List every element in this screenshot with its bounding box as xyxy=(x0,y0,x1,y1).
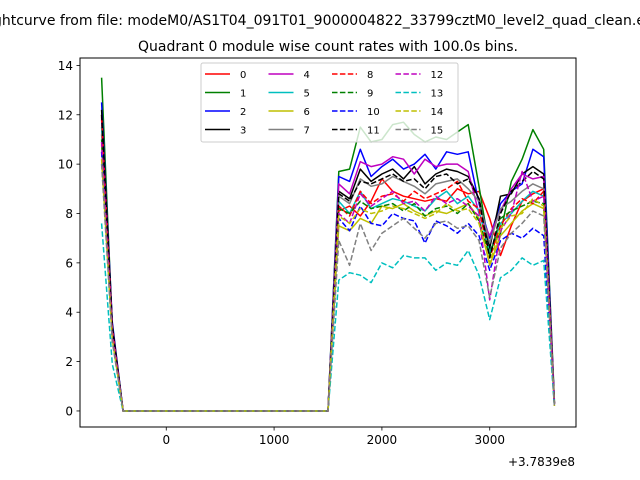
plot-area xyxy=(100,77,556,412)
legend-label-0: 0 xyxy=(240,70,246,81)
series-line-13 xyxy=(100,223,556,412)
legend-label-5: 5 xyxy=(304,89,310,100)
y-tick-label: 2 xyxy=(65,355,73,369)
x-tick-label: 2000 xyxy=(367,433,398,447)
y-tick-label: 0 xyxy=(65,404,73,418)
x-tick-label: 3000 xyxy=(474,433,505,447)
legend-label-13: 13 xyxy=(431,89,444,100)
legend-label-1: 1 xyxy=(240,89,246,100)
legend-label-7: 7 xyxy=(304,126,310,137)
legend-label-14: 14 xyxy=(431,107,444,118)
y-tick-label: 10 xyxy=(58,158,73,172)
y-axis: 0 2 4 6 8 10 12 14 xyxy=(58,59,80,418)
y-tick-label: 14 xyxy=(58,59,73,73)
chart-title: Quadrant 0 module wise count rates with … xyxy=(138,39,518,55)
legend-label-3: 3 xyxy=(240,126,246,137)
x-tick-label: 0 xyxy=(162,433,170,447)
y-tick-label: 8 xyxy=(65,207,73,221)
legend-label-10: 10 xyxy=(367,107,380,118)
series-line-10 xyxy=(100,151,556,412)
series-lines xyxy=(100,77,556,412)
legend-label-8: 8 xyxy=(367,70,373,81)
legend-label-2: 2 xyxy=(240,107,246,118)
x-axis-offset-label: +3.7839e8 xyxy=(508,455,575,469)
y-tick-label: 12 xyxy=(58,108,73,122)
figure-suptitle: Lightcurve from file: modeM0/AS1T04_091T… xyxy=(0,13,640,29)
legend-label-11: 11 xyxy=(367,126,380,137)
x-axis: 0 1000 2000 3000 xyxy=(162,427,505,447)
y-tick-label: 6 xyxy=(65,256,73,270)
axes-frame xyxy=(79,57,577,428)
legend-frame xyxy=(200,62,459,143)
legend-label-15: 15 xyxy=(431,126,444,137)
x-tick-label: 1000 xyxy=(259,433,290,447)
legend-label-4: 4 xyxy=(304,70,310,81)
legend-label-9: 9 xyxy=(367,89,373,100)
series-line-14 xyxy=(100,159,556,412)
legend-label-12: 12 xyxy=(431,70,444,81)
series-line-15 xyxy=(100,164,556,412)
legend-label-6: 6 xyxy=(304,107,310,118)
y-tick-label: 4 xyxy=(65,306,73,320)
